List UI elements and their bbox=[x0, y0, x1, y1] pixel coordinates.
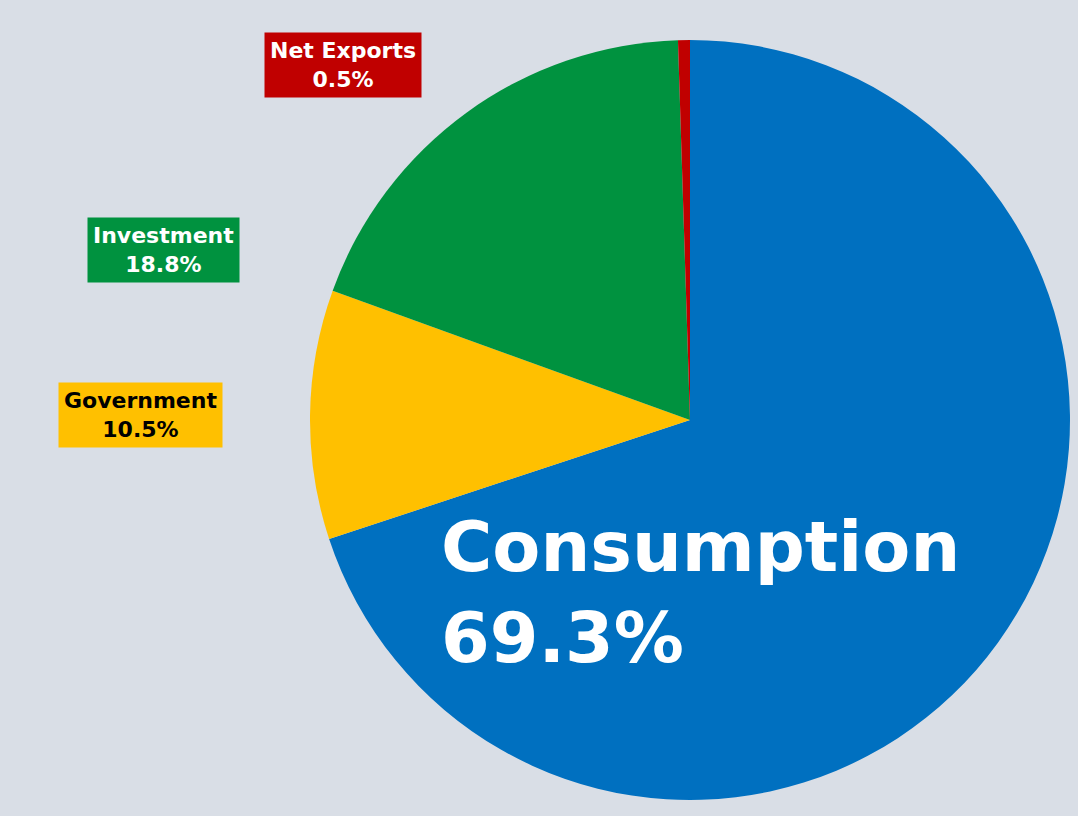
svg-text:Consumption69.3%: Consumption69.3% bbox=[441, 506, 960, 679]
svg-text:Net Exports0.5%: Net Exports0.5% bbox=[270, 38, 416, 92]
svg-text:Government10.5%: Government10.5% bbox=[64, 388, 217, 442]
svg-text:Investment18.8%: Investment18.8% bbox=[93, 223, 234, 277]
